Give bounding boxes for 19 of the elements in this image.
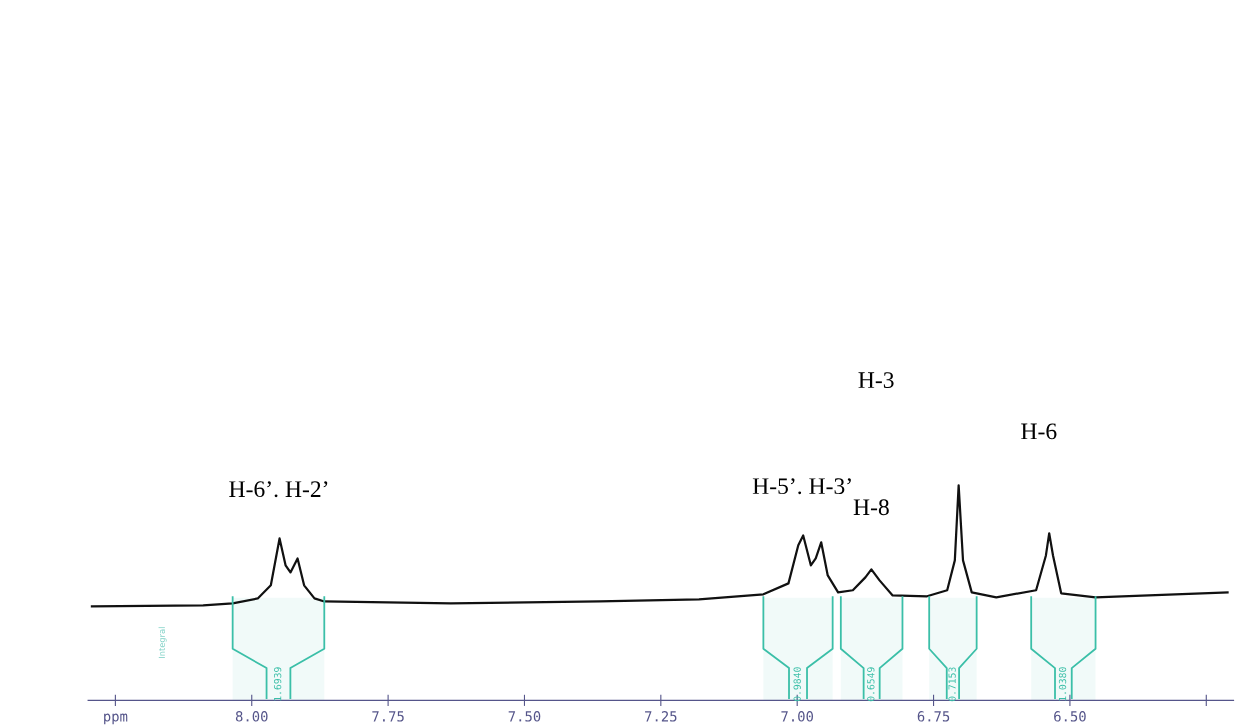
band-label: 0.6549: [867, 667, 875, 702]
text: H-3: [858, 372, 894, 389]
x-tick-label: ppm: [104, 713, 128, 725]
x-tick-label: 6.50: [1054, 711, 1086, 722]
annotation: H-8: [853, 499, 889, 516]
text: H-6: [1021, 423, 1057, 440]
annotation: H-5’. H-3’: [752, 478, 851, 495]
annotation: Integral: [158, 627, 167, 658]
x-tick-label: 7.50: [508, 711, 541, 722]
band-label: 0.7153: [948, 667, 956, 702]
band-label: 1.6939: [273, 667, 282, 701]
band-label: 0.9840: [793, 667, 801, 702]
x-tick-label: 7.00: [781, 711, 814, 722]
x-tick-label: 8.00: [235, 711, 268, 722]
x-tick-label: 7.25: [645, 711, 677, 722]
annotation: H-6’. H-2’: [229, 481, 328, 498]
x-tick-label: 6.75: [917, 711, 950, 722]
x-tick-label: 7.75: [372, 711, 404, 722]
band-label: 1.0380: [1058, 667, 1067, 701]
